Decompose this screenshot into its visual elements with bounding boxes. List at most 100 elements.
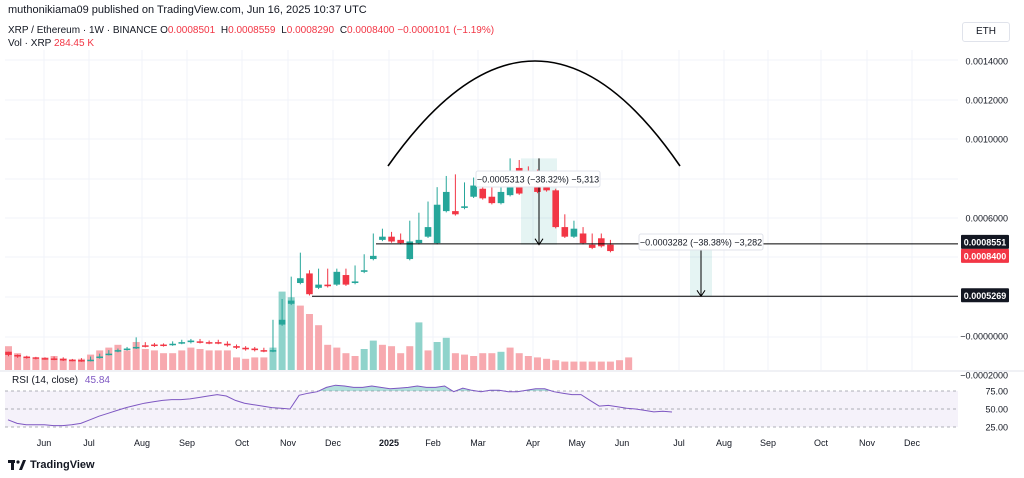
candle xyxy=(132,337,140,350)
candle-body xyxy=(242,347,249,350)
x-tick-label: Aug xyxy=(134,438,150,448)
price-label-box xyxy=(961,248,1009,263)
volume-bar xyxy=(68,359,76,370)
candle xyxy=(142,342,149,348)
candle xyxy=(397,233,404,245)
volume-bar xyxy=(479,353,487,370)
candle-body xyxy=(187,340,195,343)
candle xyxy=(187,338,195,344)
candle xyxy=(233,344,240,350)
brand-name: TradingView xyxy=(30,459,95,471)
candle xyxy=(32,356,40,360)
candle-body xyxy=(360,270,368,272)
volume-bar xyxy=(187,347,195,370)
price-label-box xyxy=(961,234,1009,249)
candle-body xyxy=(269,350,277,352)
volume-bar xyxy=(342,353,350,370)
ohlc-values: O0.0008501 H0.0008559 L0.0008290 C0.0008… xyxy=(160,25,497,36)
price-label: 0.0008551 xyxy=(964,237,1007,247)
x-tick-label: Jun xyxy=(615,438,630,448)
ohlc-value: 0.0008501 xyxy=(167,25,216,36)
volume-bar xyxy=(406,346,414,370)
price-labels: 0.0008551 0.0008400 0.0005269 xyxy=(961,234,1009,303)
tradingview-brand[interactable]: TradingView xyxy=(8,459,95,471)
candle xyxy=(50,356,58,361)
candle xyxy=(87,356,94,362)
candle-body xyxy=(588,244,596,248)
volume-bar xyxy=(315,325,323,370)
x-tick-label: Jul xyxy=(673,438,685,448)
y-tick-label: 0.0014000 xyxy=(965,57,1008,67)
volume-bar xyxy=(123,350,131,370)
symbol-name[interactable]: XRP / Ethereum · 1W · BINANCE xyxy=(8,25,158,36)
volume-bar xyxy=(41,357,49,370)
candle xyxy=(5,351,12,357)
candle-body xyxy=(123,348,131,351)
volume-bar xyxy=(214,350,222,370)
currency-button[interactable]: ETH xyxy=(962,22,1010,42)
volume-bar xyxy=(5,346,12,370)
candle xyxy=(370,233,377,261)
candle xyxy=(178,339,186,345)
candle-body xyxy=(351,281,359,284)
candle-body xyxy=(607,244,614,252)
candle xyxy=(333,268,341,286)
ohlc-label: C xyxy=(337,25,348,36)
x-tick-label: Aug xyxy=(716,438,732,448)
candle-body xyxy=(461,206,468,208)
volume-bar xyxy=(105,347,113,370)
volume-bar xyxy=(77,358,85,370)
volume-bar xyxy=(132,342,140,370)
candle xyxy=(588,233,596,250)
ohlc-value: 0.0008400 xyxy=(347,25,395,36)
candle-body xyxy=(488,196,496,204)
candle xyxy=(151,342,158,347)
candle xyxy=(205,340,213,345)
candle xyxy=(41,357,49,360)
volume-bar xyxy=(369,340,377,370)
rsi-legend: RSI (14, close) 45.84 xyxy=(12,375,110,386)
candle-body xyxy=(169,343,176,346)
candle-body xyxy=(87,359,94,362)
chart-grid xyxy=(5,50,958,370)
rsi-level-label: 25.00 xyxy=(985,423,1008,433)
x-tick-label: Sep xyxy=(179,438,195,448)
volume-bar xyxy=(59,358,67,370)
candle xyxy=(160,343,167,347)
candle-body xyxy=(142,345,149,347)
candle xyxy=(169,341,176,346)
volume-bar xyxy=(533,357,541,370)
volume-bar xyxy=(597,361,605,370)
volume-bar xyxy=(14,353,22,370)
volume-bar xyxy=(415,322,423,370)
candle-body xyxy=(59,358,67,361)
volume-bar xyxy=(606,361,614,370)
candle-body xyxy=(132,346,140,349)
candle xyxy=(214,339,222,345)
ohlc-label: O xyxy=(160,25,168,36)
rsi-level-label: 75.00 xyxy=(985,387,1008,397)
candle xyxy=(297,252,304,285)
x-tick-label: Dec xyxy=(325,438,342,448)
candle xyxy=(287,276,295,306)
candle-body xyxy=(114,350,122,352)
candle-body xyxy=(233,346,240,348)
candle xyxy=(123,346,131,351)
candle-body xyxy=(470,185,477,197)
x-tick-label: Oct xyxy=(235,438,250,448)
volume-label: Vol · XRP xyxy=(8,38,52,49)
x-tick-label: Jun xyxy=(37,438,52,448)
volume-bar xyxy=(324,344,332,370)
candle xyxy=(342,268,350,286)
volume-bar xyxy=(32,358,40,370)
candle xyxy=(78,358,85,362)
symbol-legend: XRP / Ethereum · 1W · BINANCE O0.0008501… xyxy=(8,25,497,36)
candle-body xyxy=(5,351,12,355)
volume-bar xyxy=(397,353,405,370)
volume-bar xyxy=(169,353,177,370)
candle-body xyxy=(297,278,304,284)
volume-bar xyxy=(524,356,532,370)
volume-bars xyxy=(5,291,633,370)
candle-body xyxy=(69,359,76,362)
